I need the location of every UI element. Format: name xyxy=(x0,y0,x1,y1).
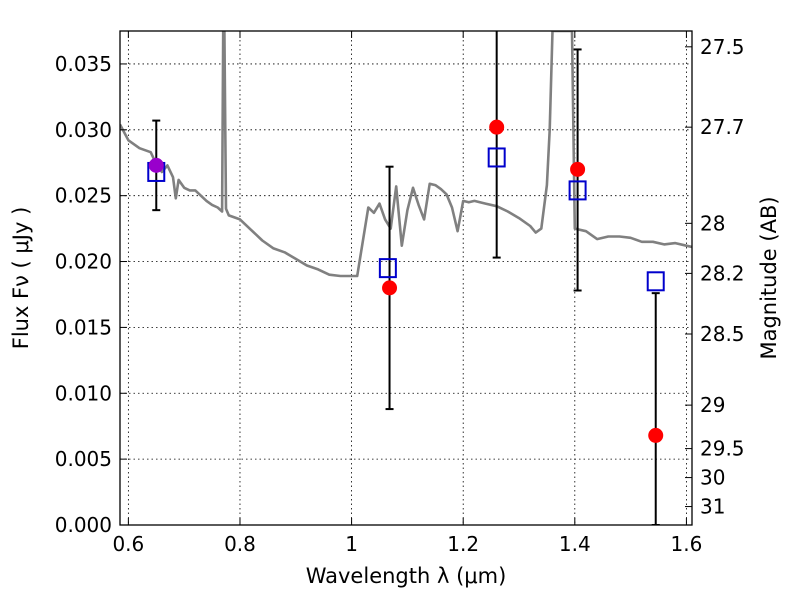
right-tick-label: 29 xyxy=(700,393,725,417)
observed-point xyxy=(648,427,664,443)
right-tick-label: 29.5 xyxy=(700,437,745,461)
spectrum-line xyxy=(120,31,692,278)
observed-point xyxy=(148,157,164,173)
y-axis-right-label: Magnitude (AB) xyxy=(757,196,781,359)
x-tick-label: 1.6 xyxy=(671,532,703,556)
observed-point xyxy=(570,161,586,177)
observed-point xyxy=(382,280,398,296)
x-tick-label: 0.8 xyxy=(224,532,256,556)
y-tick-label: 0.010 xyxy=(55,381,112,405)
right-tick-label: 30 xyxy=(700,466,725,490)
right-tick-label: 27.5 xyxy=(700,35,745,59)
model-square-point xyxy=(487,147,506,168)
x-axis-label: Wavelength λ (μm) xyxy=(306,564,507,588)
y-axis-label: Flux Fν ( μJy ) xyxy=(9,207,33,350)
model-square-point xyxy=(646,271,665,292)
y-tick-label: 0.025 xyxy=(55,184,112,208)
x-tick-label: 1.4 xyxy=(559,532,591,556)
x-tick-label: 0.6 xyxy=(112,532,144,556)
grid-lines xyxy=(120,31,692,525)
model-square-point xyxy=(568,180,587,201)
right-tick-label: 27.7 xyxy=(700,115,745,139)
y-tick-label: 0.005 xyxy=(55,447,112,471)
right-tick-label: 28.2 xyxy=(700,261,745,285)
right-tick-label: 28 xyxy=(700,211,725,235)
y-tick-label: 0.020 xyxy=(55,250,112,274)
axis-ticks: 0.6 0.8 1 1.2 1.4 1.6 0.000 0.005 0.010 0.015 0.02… xyxy=(55,31,745,556)
observed-point xyxy=(489,119,505,135)
x-tick-label: 1 xyxy=(345,532,358,556)
right-tick-label: 31 xyxy=(700,495,725,519)
y-tick-label: 0.030 xyxy=(55,118,112,142)
plot-area xyxy=(120,31,692,525)
right-tick-label: 28.5 xyxy=(700,322,745,346)
plot-frame xyxy=(119,30,693,526)
y-tick-label: 0.035 xyxy=(55,52,112,76)
model-square-point xyxy=(378,258,397,279)
y-tick-label: 0.015 xyxy=(55,315,112,339)
y-tick-label: 0.000 xyxy=(55,513,112,537)
x-tick-label: 1.2 xyxy=(447,532,479,556)
